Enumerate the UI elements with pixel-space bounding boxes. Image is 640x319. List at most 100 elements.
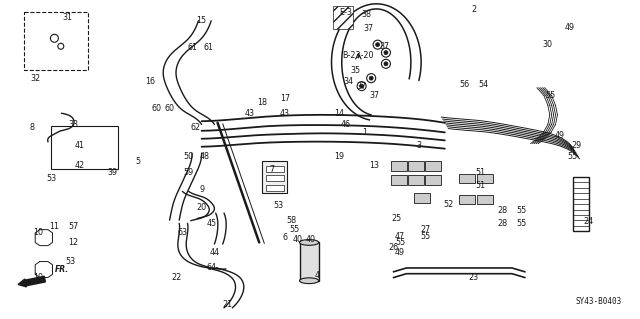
Bar [408, 161, 424, 171]
Text: 33: 33 [68, 120, 79, 129]
Text: 17: 17 [280, 94, 290, 103]
Text: 55: 55 [545, 91, 556, 100]
Circle shape [360, 84, 364, 88]
Text: 30: 30 [542, 40, 552, 49]
Text: 51: 51 [475, 181, 485, 189]
Text: 12: 12 [68, 238, 79, 247]
Text: E-3: E-3 [339, 8, 352, 17]
Bar [573, 177, 589, 231]
Text: B-23-20: B-23-20 [342, 51, 374, 60]
Bar [408, 175, 424, 185]
Circle shape [384, 62, 388, 66]
Text: 64: 64 [206, 263, 216, 272]
Text: 28: 28 [497, 206, 508, 215]
Bar [392, 161, 408, 171]
Text: 8: 8 [29, 123, 35, 132]
Text: 9: 9 [199, 185, 204, 194]
Text: 10: 10 [33, 273, 44, 282]
Bar [460, 195, 475, 204]
Text: 60: 60 [152, 104, 162, 113]
Text: 19: 19 [334, 152, 344, 161]
Text: 49: 49 [395, 248, 405, 256]
Text: 61: 61 [187, 43, 197, 52]
Text: 51: 51 [475, 168, 485, 177]
Text: 61: 61 [203, 43, 213, 52]
Bar [460, 174, 475, 183]
Text: 48: 48 [200, 152, 210, 161]
Bar [51, 126, 118, 169]
Bar [477, 195, 493, 204]
Bar [266, 166, 284, 172]
Text: 40: 40 [292, 235, 303, 244]
Text: 29: 29 [571, 141, 581, 150]
Text: 55: 55 [289, 225, 300, 234]
Text: 21: 21 [222, 300, 232, 309]
Bar [425, 175, 441, 185]
Text: 24: 24 [584, 217, 594, 226]
Text: 14: 14 [334, 109, 344, 118]
Text: 26: 26 [388, 243, 399, 252]
FancyArrow shape [18, 276, 45, 287]
Text: 58: 58 [286, 216, 296, 225]
Bar [425, 161, 441, 171]
Text: 16: 16 [145, 77, 156, 86]
Text: 18: 18 [257, 98, 268, 107]
Bar [415, 193, 431, 203]
Text: 6: 6 [282, 233, 287, 242]
Text: 53: 53 [65, 257, 76, 266]
Text: 53: 53 [273, 201, 284, 210]
Bar [266, 175, 284, 181]
Bar [392, 175, 408, 185]
Text: 37: 37 [356, 82, 367, 91]
Text: 47: 47 [395, 232, 405, 241]
Text: 4: 4 [314, 271, 319, 280]
Text: 57: 57 [68, 222, 79, 231]
Text: 55: 55 [420, 232, 431, 241]
Bar [333, 6, 353, 29]
Text: 43: 43 [244, 109, 255, 118]
Text: 22: 22 [171, 273, 181, 282]
Text: 20: 20 [196, 203, 207, 212]
Text: 7: 7 [269, 165, 275, 174]
Text: 32: 32 [30, 74, 40, 83]
Text: 5: 5 [135, 157, 140, 166]
Text: 37: 37 [369, 91, 380, 100]
Bar [300, 242, 319, 281]
Bar [266, 185, 284, 191]
Text: 39: 39 [107, 168, 117, 177]
Text: SY43-B0403: SY43-B0403 [576, 297, 622, 306]
Ellipse shape [300, 278, 319, 284]
Text: 37: 37 [379, 42, 389, 51]
Text: 23: 23 [468, 273, 479, 282]
Text: 55: 55 [516, 219, 527, 228]
Text: 27: 27 [420, 225, 431, 234]
Text: 31: 31 [62, 13, 72, 22]
Text: 1: 1 [362, 128, 367, 137]
Text: 55: 55 [516, 206, 527, 215]
Text: 40: 40 [305, 235, 316, 244]
Text: 45: 45 [206, 219, 216, 228]
Circle shape [384, 51, 388, 55]
Text: 34: 34 [344, 77, 354, 86]
Text: 49: 49 [564, 23, 575, 32]
Text: 62: 62 [190, 123, 200, 132]
Text: 46: 46 [340, 120, 351, 129]
Text: 53: 53 [46, 174, 56, 183]
Text: 38: 38 [361, 10, 371, 19]
Text: 3: 3 [417, 141, 422, 150]
Text: 13: 13 [369, 161, 380, 170]
Text: 28: 28 [497, 219, 508, 228]
Text: FR.: FR. [54, 265, 68, 274]
Bar [477, 174, 493, 183]
Text: 63: 63 [177, 228, 188, 237]
Text: 11: 11 [49, 222, 60, 231]
Text: 52: 52 [443, 200, 453, 209]
Text: 35: 35 [350, 66, 360, 75]
Text: 41: 41 [75, 141, 85, 150]
Text: 56: 56 [459, 80, 469, 89]
Text: 60: 60 [164, 104, 175, 113]
Ellipse shape [300, 240, 319, 245]
Text: 44: 44 [209, 248, 220, 256]
Text: 49: 49 [555, 131, 565, 140]
Text: 55: 55 [395, 238, 405, 247]
